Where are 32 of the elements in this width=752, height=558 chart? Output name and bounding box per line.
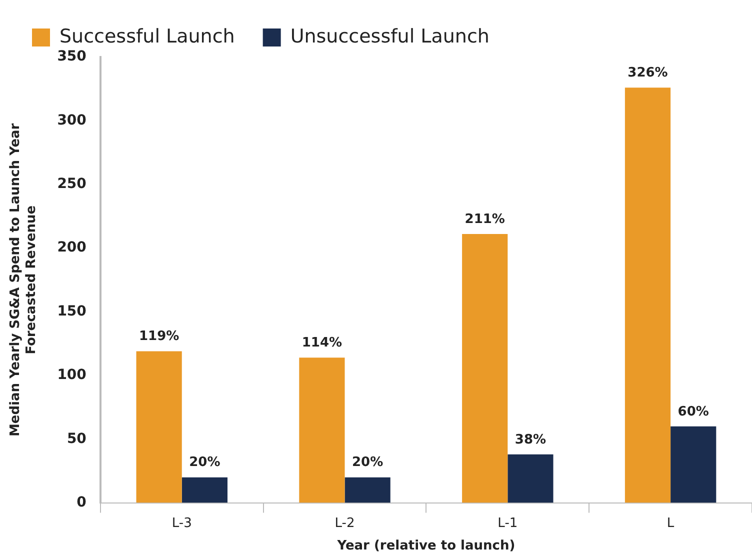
y-tick-label: 300 [57, 112, 87, 128]
y-tick-label: 200 [57, 240, 87, 256]
data-label: 114% [302, 335, 342, 350]
bar [136, 351, 182, 503]
data-label: 211% [464, 212, 505, 227]
bar [624, 88, 671, 503]
y-tick-label: 350 [57, 48, 87, 65]
bar [462, 234, 508, 503]
data-label: 20% [352, 455, 384, 470]
data-label: 38% [514, 432, 546, 448]
bar [508, 454, 554, 503]
data-label: 60% [678, 404, 709, 420]
bar [299, 358, 345, 503]
data-label: 119% [138, 329, 180, 344]
y-tick-label: 50 [66, 430, 87, 447]
data-label: 20% [189, 455, 220, 470]
x-tick-label: L-1 [498, 516, 518, 531]
y-tick-label: 100 [57, 367, 87, 384]
y-tick-label: 250 [57, 176, 87, 192]
bar [182, 477, 228, 503]
legend-label: Successful Launch [60, 25, 235, 48]
bar [344, 477, 390, 503]
x-axis-title: Year (relative to launch) [336, 538, 516, 554]
x-tick-label: L-2 [334, 516, 355, 531]
data-label: 326% [628, 65, 668, 80]
x-tick-label: L [666, 516, 675, 531]
y-tick-label: 150 [57, 303, 87, 320]
y-tick-label: 0 [76, 494, 87, 510]
bar [670, 426, 716, 503]
y-axis-title: Median Yearly SG&A Spend to Launch Year Forecasted Revenue [8, 122, 39, 437]
legend-label: Unsuccessful Launch [290, 25, 490, 48]
x-tick-label: L-3 [172, 516, 192, 531]
